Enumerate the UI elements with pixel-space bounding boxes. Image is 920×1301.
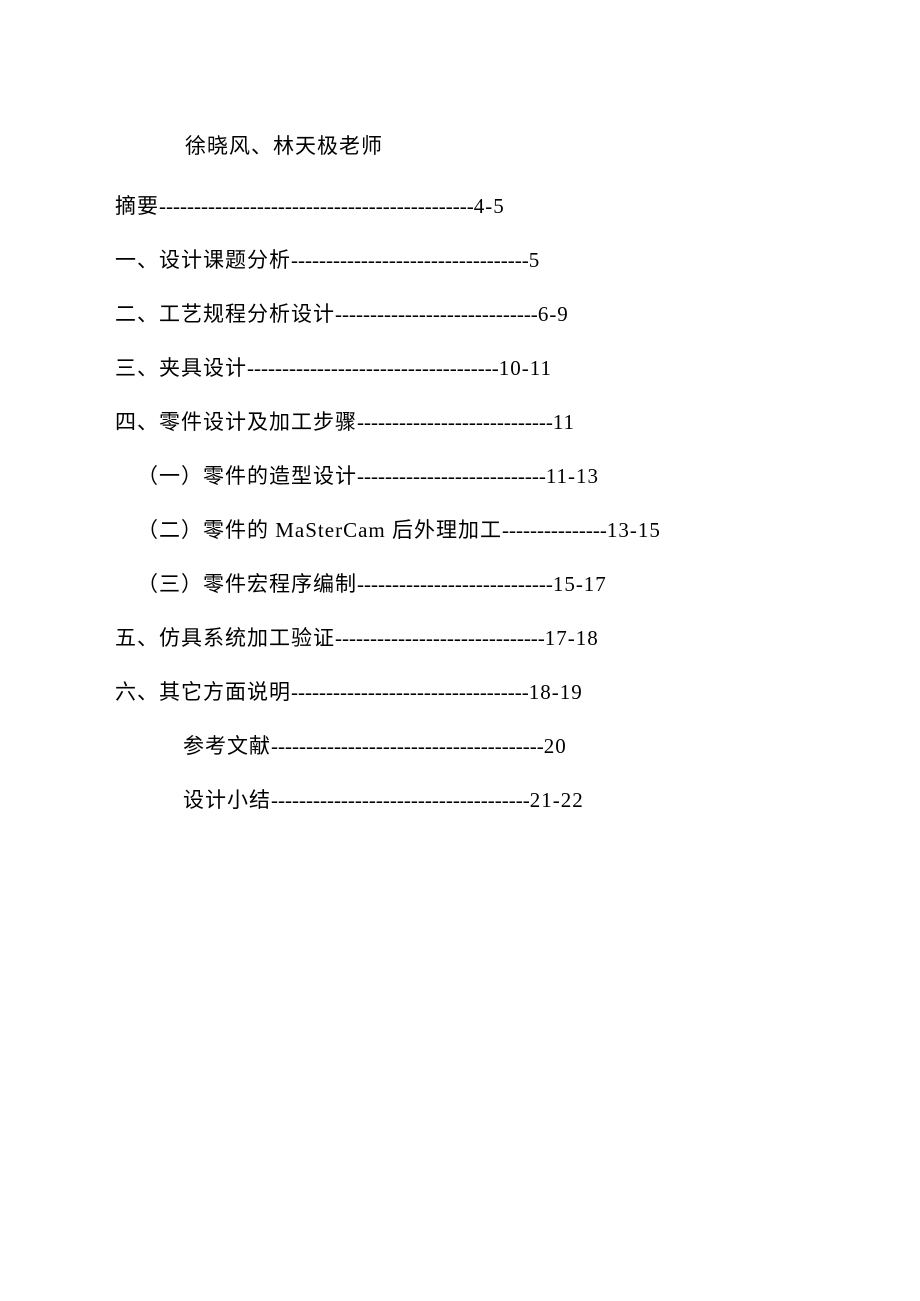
toc-entry: 五、仿具系统加工验证------------------------------… [115,622,805,652]
toc-page-number: 5 [529,248,541,273]
toc-leader: ----------------------------- [335,302,538,327]
toc-page-number: 4-5 [474,194,505,219]
toc-label: 三、夹具设计 [115,352,247,382]
toc-leader: ------------------------------------ [247,356,499,381]
toc-leader: ----------------------------------------… [159,194,474,219]
toc-leader: ---------------------------- [357,572,553,597]
toc-leader: --------------- [502,518,607,543]
table-of-contents: 摘要 -------------------------------------… [115,190,805,814]
toc-leader: --------------------------------------- [271,734,544,759]
toc-leader: ------------------------------ [335,626,545,651]
toc-page-number: 17-18 [545,626,599,651]
toc-leader: ------------------------------------- [271,788,530,813]
toc-page-number: 20 [544,734,567,759]
toc-page-number: 11 [553,410,575,435]
toc-label: （二）零件的 MaSterCam 后外理加工 [137,514,502,544]
toc-entry: （三）零件宏程序编制----------------------------15… [115,568,805,598]
toc-label: 五、仿具系统加工验证 [115,622,335,652]
toc-page-number: 18-19 [529,680,583,705]
toc-page-number: 6-9 [538,302,569,327]
toc-label: （三）零件宏程序编制 [137,568,357,598]
toc-leader: --------------------------- [357,464,546,489]
toc-page-number: 10-11 [499,356,552,381]
toc-entry: 三、夹具设计----------------------------------… [115,352,805,382]
toc-label: 摘要 [115,190,159,220]
toc-entry: 四、零件设计及加工步骤----------------------------1… [115,406,805,436]
toc-page-number: 15-17 [553,572,607,597]
toc-entry: （二）零件的 MaSterCam 后外理加工---------------13-… [115,514,805,544]
toc-page-number: 11-13 [546,464,599,489]
toc-entry: （一）零件的造型设计 ---------------------------11… [115,460,805,490]
toc-label: 一、设计课题分析 [115,244,291,274]
toc-leader: ---------------------------------- [291,680,529,705]
toc-label: 二、工艺规程分析设计 [115,298,335,328]
toc-entry: 参考文献 -----------------------------------… [115,730,805,760]
toc-label: 参考文献 [183,730,271,760]
toc-page-number: 13-15 [607,518,661,543]
toc-label: 设计小结 [183,784,271,814]
toc-leader: ---------------------------------- [291,248,529,273]
toc-entry: 二、工艺规程分析设计 -----------------------------… [115,298,805,328]
author-line: 徐晓风、林天极老师 [185,130,805,160]
toc-entry: 一、设计课题分析--------------------------------… [115,244,805,274]
toc-entry: 六、其它方面说明--------------------------------… [115,676,805,706]
toc-label: 六、其它方面说明 [115,676,291,706]
toc-label: 四、零件设计及加工步骤 [115,406,357,436]
toc-entry: 设计小结 -----------------------------------… [115,784,805,814]
toc-entry: 摘要 -------------------------------------… [115,190,805,220]
toc-leader: ---------------------------- [357,410,553,435]
toc-label: （一）零件的造型设计 [137,460,357,490]
toc-page-number: 21-22 [530,788,584,813]
